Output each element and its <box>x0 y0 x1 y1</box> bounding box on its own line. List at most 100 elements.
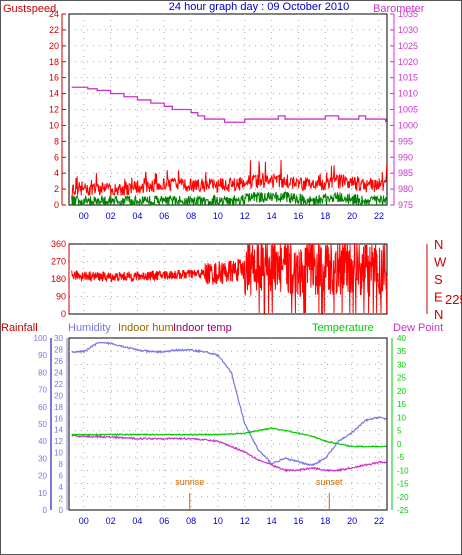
gust-tick-label: 24 <box>49 9 59 19</box>
x-tick-label: 14 <box>267 211 277 221</box>
x-tick-label: 22 <box>374 211 384 221</box>
x-tick-label: 12 <box>240 211 250 221</box>
dir-tick-label: 360 <box>51 239 66 249</box>
panel-gust-baro: 0246810121416182022249759809859909951000… <box>49 9 418 221</box>
baro-tick-label: 1035 <box>398 9 418 19</box>
dewpoint-label: Dew Point <box>393 322 443 334</box>
temperature-series <box>71 427 387 448</box>
compass-label: W <box>434 255 447 270</box>
x-tick-label: 08 <box>186 211 196 221</box>
rain-tick-label: 10 <box>54 449 63 458</box>
x-tick-label: 16 <box>293 211 303 221</box>
x-tick-label: 14 <box>267 516 277 526</box>
x-tick-label: 20 <box>347 516 357 526</box>
rain-tick-label: 2 <box>59 495 64 504</box>
temperature-tick-label: -5 <box>397 453 405 462</box>
gust-tick-label: 2 <box>54 184 59 194</box>
rain-tick-label: 26 <box>54 357 63 366</box>
baro-tick-label: 990 <box>398 152 413 162</box>
humidity-tick-label: 100 <box>34 334 48 343</box>
temperature-tick-label: 5 <box>397 427 402 436</box>
humidity-tick-label: 90 <box>38 351 47 360</box>
humidity-tick-label: 10 <box>38 489 47 498</box>
rain-tick-label: 4 <box>59 483 64 492</box>
compass-label: N <box>434 307 443 322</box>
baro-tick-label: 1005 <box>398 105 418 115</box>
gust-tick-label: 16 <box>49 73 59 83</box>
x-tick-label: 06 <box>159 211 169 221</box>
temperature-tick-label: 0 <box>397 440 402 449</box>
temperature-tick-label: -25 <box>397 506 409 515</box>
rain-tick-label: 6 <box>59 472 64 481</box>
temperature-tick-label: 30 <box>397 360 406 369</box>
gust-tick-label: 22 <box>49 25 59 35</box>
baro-tick-label: 1010 <box>398 89 418 99</box>
gust-tick-label: 14 <box>49 89 59 99</box>
x-tick-label: 12 <box>240 516 250 526</box>
sunrise-label: sunrise <box>175 477 204 487</box>
dir-tick-label: 0 <box>61 309 66 319</box>
humidity-tick-label: 80 <box>38 368 47 377</box>
compass-label: E <box>434 290 443 305</box>
rain-tick-label: 12 <box>54 437 63 446</box>
gust-tick-label: 18 <box>49 57 59 67</box>
dir-tick-label: 180 <box>51 274 66 284</box>
dir-tick-label: 270 <box>51 257 66 267</box>
temperature-tick-label: 40 <box>397 334 406 343</box>
baro-tick-label: 1000 <box>398 120 418 130</box>
x-tick-label: 02 <box>106 516 116 526</box>
temperature-tick-label: 10 <box>397 413 406 422</box>
rain-tick-label: 0 <box>59 506 64 515</box>
current-direction-value: 225 <box>445 292 462 307</box>
compass-label: N <box>434 237 443 252</box>
temperature-tick-label: 35 <box>397 347 406 356</box>
indoor-temp-label: Indoor temp <box>173 322 232 334</box>
x-tick-label: 18 <box>320 516 330 526</box>
x-tick-label: 08 <box>186 516 196 526</box>
wind-direction-series <box>71 243 388 314</box>
x-tick-label: 00 <box>79 211 89 221</box>
baro-tick-label: 1025 <box>398 41 418 51</box>
baro-tick-label: 1030 <box>398 25 418 35</box>
gust-speed-series <box>71 159 388 198</box>
barometer-axis-label: Barometer <box>373 3 425 15</box>
x-tick-label: 02 <box>106 211 116 221</box>
temperature-tick-label: 15 <box>397 400 406 409</box>
x-tick-label: 10 <box>213 516 223 526</box>
compass-label: S <box>434 272 443 287</box>
temperature-label: Temperature <box>312 322 374 334</box>
humidity-tick-label: 20 <box>38 472 47 481</box>
temperature-tick-label: 20 <box>397 387 406 396</box>
humidity-tick-label: 60 <box>38 403 47 412</box>
baro-tick-label: 1015 <box>398 73 418 83</box>
baro-tick-label: 980 <box>398 184 413 194</box>
rain-tick-label: 28 <box>54 345 63 354</box>
rain-tick-label: 20 <box>54 391 63 400</box>
humidity-tick-label: 0 <box>43 506 48 515</box>
temperature-tick-label: 25 <box>397 374 406 383</box>
gust-tick-label: 6 <box>54 152 59 162</box>
barometer-series <box>71 86 387 123</box>
temperature-tick-label: -20 <box>397 493 409 502</box>
x-tick-label: 04 <box>132 211 142 221</box>
humidity-series <box>71 341 387 467</box>
baro-tick-label: 1020 <box>398 57 418 67</box>
x-tick-label: 18 <box>320 211 330 221</box>
gust-tick-label: 20 <box>49 41 59 51</box>
rain-tick-label: 16 <box>54 414 63 423</box>
sunset-label: sunset <box>316 477 343 487</box>
gust-tick-label: 12 <box>49 105 59 115</box>
x-tick-label: 16 <box>293 516 303 526</box>
temperature-tick-label: -15 <box>397 480 409 489</box>
humidity-tick-label: 70 <box>38 386 47 395</box>
gust-tick-label: 8 <box>54 136 59 146</box>
gust-tick-label: 10 <box>49 120 59 130</box>
x-tick-label: 04 <box>132 516 142 526</box>
rain-tick-label: 24 <box>54 368 63 377</box>
x-tick-label: 00 <box>79 516 89 526</box>
rain-tick-label: 30 <box>54 334 63 343</box>
rain-tick-label: 18 <box>54 403 63 412</box>
rainfall-label: Rainfall <box>1 322 38 334</box>
baro-tick-label: 985 <box>398 168 413 178</box>
